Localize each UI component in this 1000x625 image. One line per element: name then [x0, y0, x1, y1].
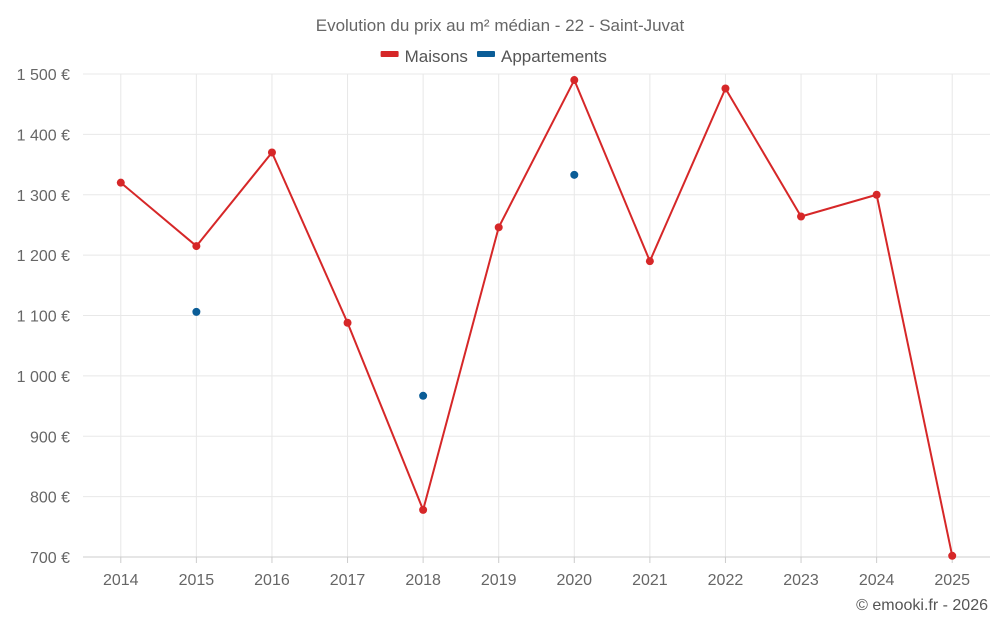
data-point[interactable] [192, 242, 201, 251]
data-point[interactable] [570, 76, 579, 85]
series-line-segment [346, 322, 425, 511]
credit-text: © emooki.fr - 2026 [856, 597, 988, 614]
y-tick-label: 1 000 € [17, 369, 70, 386]
x-tick-label: 2024 [859, 572, 895, 589]
series-line-segment [875, 194, 954, 556]
legend[interactable]: Maisons Appartements [380, 47, 607, 66]
y-tick-label: 1 300 € [17, 188, 70, 205]
series-line-segment [497, 79, 576, 228]
series-line-segment [800, 193, 877, 218]
data-point[interactable] [192, 307, 201, 316]
y-tick-label: 1 400 € [17, 127, 70, 144]
x-tick-label: 2019 [481, 572, 517, 589]
x-tick-label: 2015 [179, 572, 215, 589]
data-point[interactable] [872, 190, 881, 199]
y-tick-label: 1 200 € [17, 248, 70, 265]
grid [83, 73, 990, 558]
series-line-segment [195, 151, 273, 247]
chart-title: Evolution du prix au m² médian - 22 - Sa… [316, 16, 685, 35]
axes: 700 € 800 € 900 € 1 000 € 1 100 € 1 200 € 1 30… [17, 67, 990, 589]
data-point[interactable] [570, 170, 579, 179]
series-line-segment [120, 181, 198, 247]
legend-swatch [477, 51, 495, 57]
data-point[interactable] [797, 212, 806, 221]
x-tick-label: 2022 [708, 572, 744, 589]
x-tick-label: 2020 [556, 572, 592, 589]
x-tick-label: 2023 [783, 572, 819, 589]
data-point[interactable] [948, 551, 957, 560]
data-point[interactable] [267, 148, 276, 157]
legend-item-appartements[interactable]: Appartements [477, 47, 607, 66]
data-point[interactable] [645, 257, 654, 266]
series-maisons [116, 76, 957, 560]
series-line-segment [648, 88, 727, 262]
y-tick-label: 700 € [30, 550, 70, 567]
legend-label: Maisons [405, 47, 468, 66]
legend-item-maisons[interactable]: Maisons [380, 47, 468, 66]
data-point[interactable] [494, 223, 503, 232]
x-tick-label: 2025 [934, 572, 970, 589]
y-tick-label: 1 500 € [17, 67, 70, 84]
y-tick-label: 1 100 € [17, 309, 70, 326]
x-tick-label: 2016 [254, 572, 290, 589]
data-point[interactable] [343, 318, 352, 327]
x-tick-label: 2017 [330, 572, 366, 589]
y-tick-label: 800 € [30, 490, 70, 507]
series-line-segment [271, 152, 349, 324]
series [116, 76, 957, 560]
x-tick-label: 2021 [632, 572, 668, 589]
y-tick-label: 900 € [30, 429, 70, 446]
legend-label: Appartements [501, 47, 607, 66]
legend-swatch [380, 51, 399, 57]
data-point[interactable] [419, 391, 428, 400]
data-point[interactable] [721, 84, 730, 93]
series-line-segment [573, 79, 651, 262]
series-appartements [192, 170, 579, 400]
x-tick-label: 2018 [405, 572, 441, 589]
data-point[interactable] [116, 178, 125, 187]
data-point[interactable] [419, 505, 428, 514]
series-line-segment [724, 87, 802, 217]
series-line-segment [422, 227, 500, 511]
x-tick-label: 2014 [103, 572, 139, 589]
